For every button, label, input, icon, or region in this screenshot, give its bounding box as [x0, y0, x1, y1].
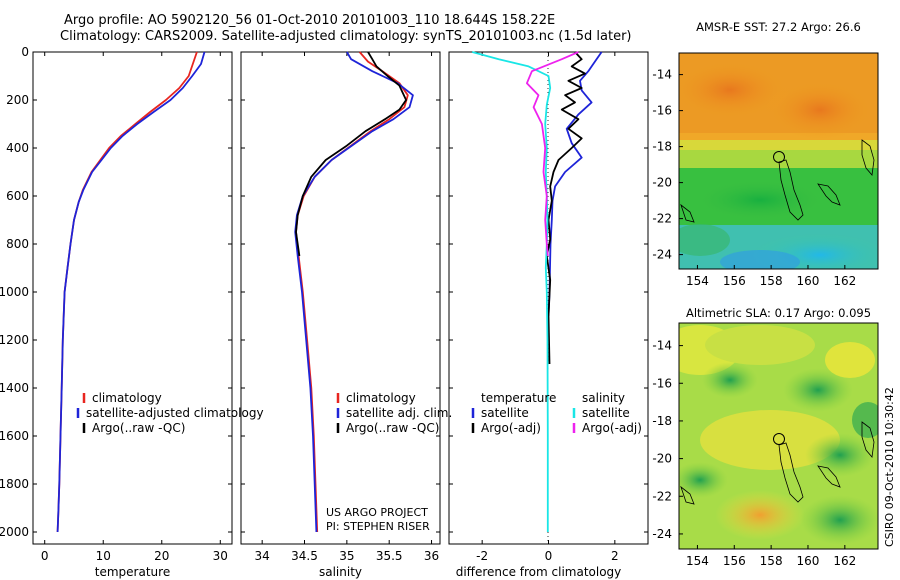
- sal-legend-satellite: satellite adj. clim.: [346, 406, 452, 420]
- temperature-xlabel: temperature: [95, 565, 170, 579]
- diff-legend-title-salinity: salinity: [582, 391, 625, 405]
- salinity-xtick-label: 34: [255, 549, 270, 563]
- sla_map-xtick-label: 162: [833, 554, 856, 568]
- side-timestamp: CSIRO 09-Oct-2010 10:30:42: [883, 387, 896, 547]
- depth-tick-label: 1600: [0, 429, 29, 443]
- sst_map-xtick-label: 158: [760, 274, 783, 288]
- sst_map-xtick-label: 160: [797, 274, 820, 288]
- sst_map-title: AMSR-E SST: 27.2 Argo: 26.6: [696, 20, 861, 34]
- sst_map-xtick-label: 156: [723, 274, 746, 288]
- salinity-series-argo: [295, 51, 408, 257]
- difference-xlabel: difference from climatology: [456, 565, 622, 579]
- difference-xtick-label: 2: [611, 549, 619, 563]
- sla_map-ytick-label: -20: [652, 452, 672, 466]
- sst_map-ytick-label: -14: [652, 68, 672, 82]
- sla_map-xtick-label: 154: [686, 554, 709, 568]
- salinity-xtick-label: 36: [424, 549, 439, 563]
- depth-tick-label: 200: [6, 93, 29, 107]
- sst_map-ytick-label: -18: [652, 140, 672, 154]
- diff-legend-title-temperature: temperature: [481, 391, 556, 405]
- sst-map-frame: [678, 52, 879, 270]
- credit-line-1: US ARGO PROJECT: [326, 506, 428, 519]
- sla_map-ytick-label: -18: [652, 414, 672, 428]
- sla_map-xtick-label: 156: [723, 554, 746, 568]
- depth-tick-label: 2000: [0, 525, 29, 539]
- sla_map-ytick-label: -22: [652, 489, 672, 503]
- title-line-2: Climatology: CARS2009. Satellite-adjuste…: [60, 29, 632, 44]
- sla_map-ytick-label: -16: [652, 376, 672, 390]
- depth-tick-label: 1400: [0, 381, 29, 395]
- sst_map-ytick-label: -20: [652, 176, 672, 190]
- sla_map-ytick-label: -24: [652, 527, 672, 541]
- sla_map-xtick-label: 158: [760, 554, 783, 568]
- sla_map-title: Altimetric SLA: 0.17 Argo: 0.095: [686, 306, 871, 320]
- temp-legend-satellite: satellite-adjusted climatology: [86, 406, 264, 420]
- diff-legend-temp-satellite: satellite: [481, 406, 529, 420]
- temperature-xtick-label: 20: [154, 549, 169, 563]
- sla-map-image: [679, 323, 878, 549]
- sst-argo-marker: [773, 151, 785, 163]
- salinity-xlabel: salinity: [319, 565, 362, 579]
- difference-xtick-label: 0: [545, 549, 553, 563]
- sst_map-ytick-label: -24: [652, 248, 672, 262]
- temperature-panel: [32, 51, 233, 545]
- difference-series-satellite: [547, 51, 603, 317]
- salinity-xtick-label: 34.5: [291, 549, 318, 563]
- sst_map-xtick-label: 154: [686, 274, 709, 288]
- depth-tick-label: 800: [6, 237, 29, 251]
- credit-line-2: PI: STEPHEN RISER: [326, 520, 430, 533]
- depth-tick-label: 600: [6, 189, 29, 203]
- sla-argo-marker: [773, 433, 785, 445]
- sla_map-ytick-label: -14: [652, 339, 672, 353]
- difference-series-argo: [545, 51, 586, 365]
- sst_map-xtick-label: 162: [833, 274, 856, 288]
- depth-tick-label: 0: [21, 45, 29, 59]
- sla_map-xtick-label: 160: [797, 554, 820, 568]
- sal-legend-argo: Argo(..raw -QC): [346, 421, 439, 435]
- salinity-xtick-label: 35: [339, 549, 354, 563]
- depth-tick-label: 400: [6, 141, 29, 155]
- temperature-xtick-label: 30: [213, 549, 228, 563]
- title-line-1: Argo profile: AO 5902120_56 01-Oct-2010 …: [64, 13, 556, 28]
- sst_map-ytick-label: -16: [652, 104, 672, 118]
- sst_map-ytick-label: -22: [652, 212, 672, 226]
- temperature-xtick-label: 0: [41, 549, 49, 563]
- sla-map-frame: [678, 322, 879, 550]
- sst-map-image: [679, 53, 878, 269]
- diff-legend-sal-argo: Argo(-adj): [582, 421, 642, 435]
- temperature-series-satellite: [56, 51, 206, 533]
- temp-legend-climatology: climatology: [92, 391, 162, 405]
- temp-legend-argo: Argo(..raw -QC): [92, 421, 185, 435]
- difference-series-sal_argo: [526, 51, 579, 257]
- salinity-series-satellite: [294, 51, 414, 533]
- salinity-panel: [240, 51, 441, 545]
- depth-tick-label: 1800: [0, 477, 29, 491]
- depth-tick-label: 1200: [0, 333, 29, 347]
- diff-legend-temp-argo: Argo(-adj): [481, 421, 541, 435]
- difference-series-sal_satellite: [471, 51, 552, 532]
- salinity-xtick-label: 35.5: [376, 549, 403, 563]
- temperature-xtick-label: 10: [96, 549, 111, 563]
- depth-tick-label: 1000: [0, 285, 29, 299]
- difference-xtick-label: -2: [476, 549, 488, 563]
- diff-legend-sal-satellite: satellite: [582, 406, 630, 420]
- sal-legend-climatology: climatology: [346, 391, 416, 405]
